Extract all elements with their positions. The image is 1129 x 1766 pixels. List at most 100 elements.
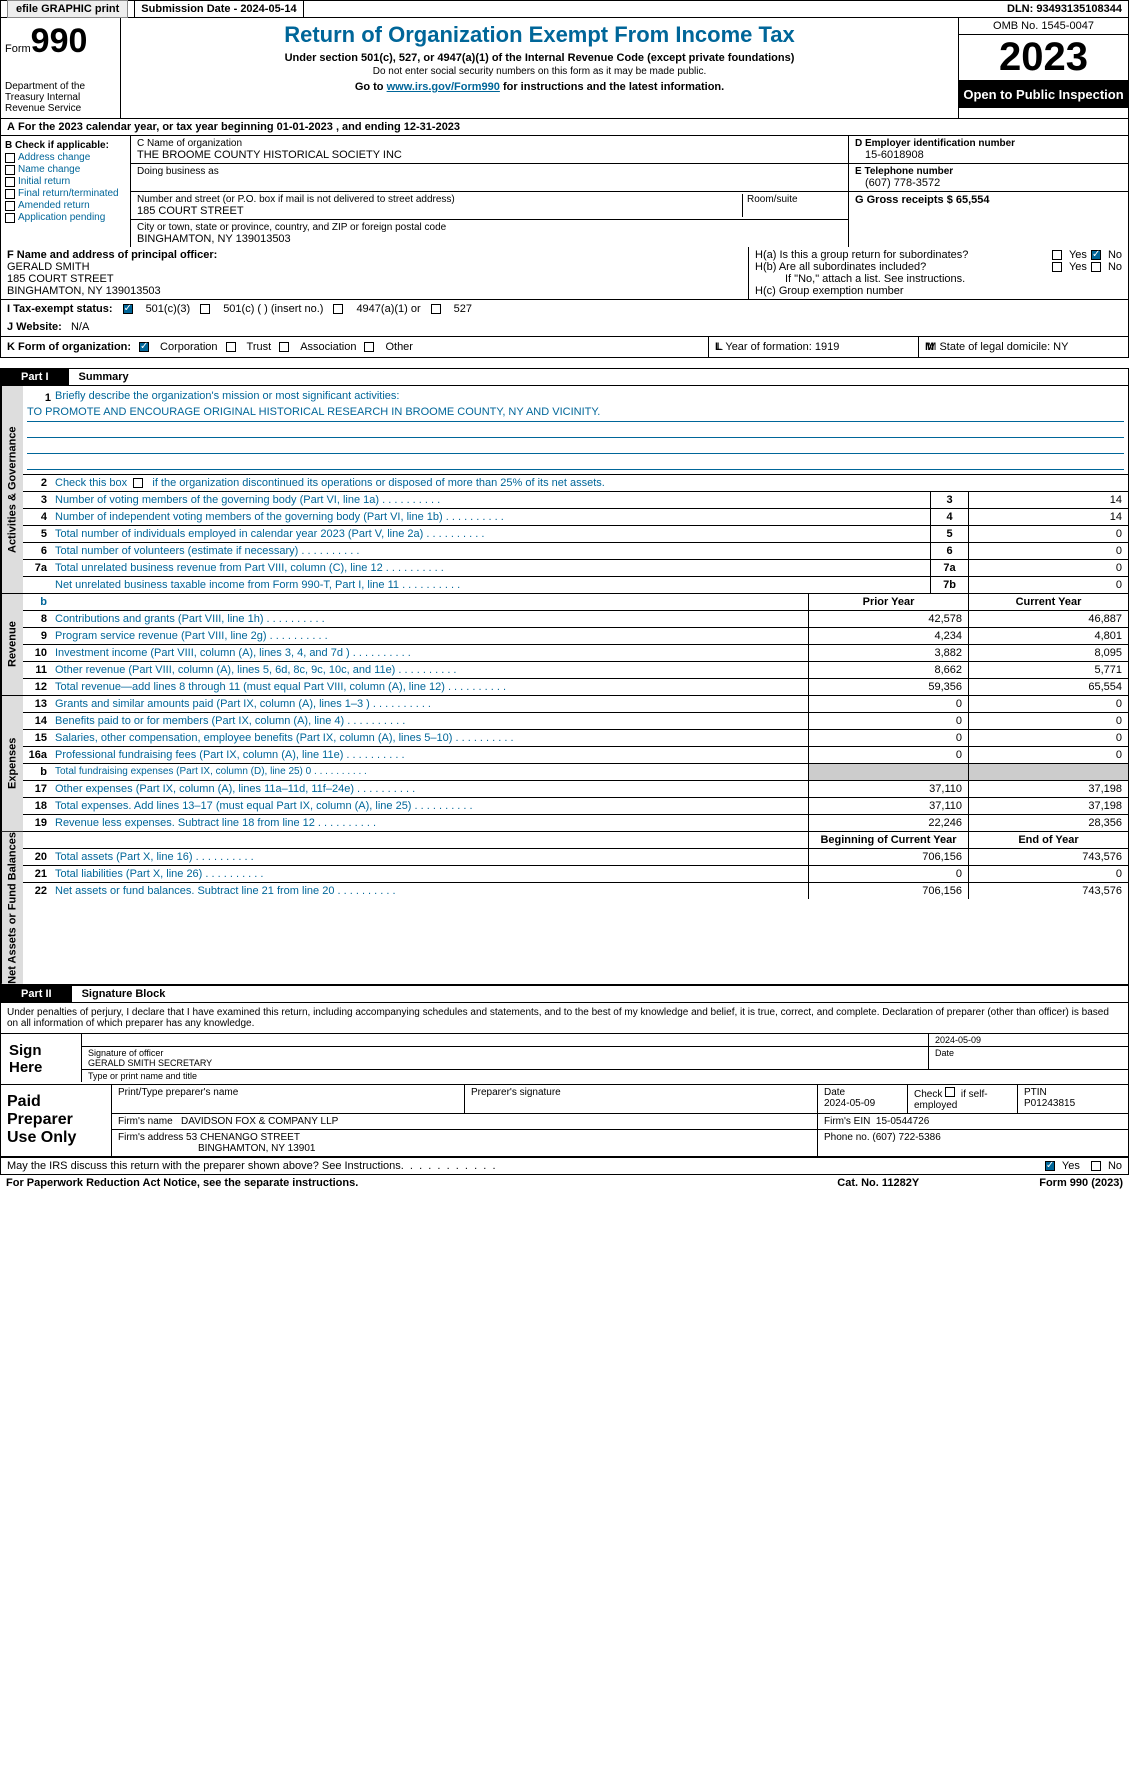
part1-title: Summary bbox=[69, 369, 139, 385]
self-emp-check[interactable] bbox=[945, 1087, 955, 1097]
discuss-no[interactable] bbox=[1091, 1161, 1101, 1171]
note: Do not enter social security numbers on … bbox=[125, 66, 954, 77]
firm-addr2: BINGHAMTON, NY 13901 bbox=[118, 1143, 315, 1154]
box-deg: D Employer identification number 15-6018… bbox=[848, 136, 1128, 247]
box-b-option[interactable]: Address change bbox=[5, 152, 126, 163]
part2-title: Signature Block bbox=[72, 986, 176, 1002]
current-value: 743,576 bbox=[968, 883, 1128, 899]
part2-header: Part II Signature Block bbox=[0, 985, 1129, 1003]
form-ref: Form 990 (2023) bbox=[1039, 1177, 1123, 1189]
summary-section: Net Assets or Fund BalancesBeginning of … bbox=[0, 832, 1129, 985]
prior-value: 706,156 bbox=[808, 849, 968, 865]
sign-date-label: Date bbox=[928, 1047, 1128, 1069]
box-b-option[interactable]: Initial return bbox=[5, 176, 126, 187]
preparer-block: Paid Preparer Use Only Print/Type prepar… bbox=[0, 1085, 1129, 1157]
box-b-option[interactable]: Name change bbox=[5, 164, 126, 175]
prior-value: 4,234 bbox=[808, 628, 968, 644]
dln: DLN: 93493135108344 bbox=[1001, 1, 1128, 17]
signature-declaration: Under penalties of perjury, I declare th… bbox=[0, 1003, 1129, 1034]
prep-sig-hdr: Preparer's signature bbox=[465, 1085, 818, 1113]
tax-year: 2023 bbox=[959, 35, 1128, 81]
col-prior-hdr: Beginning of Current Year bbox=[808, 832, 968, 848]
ha-label: H(a) Is this a group return for subordin… bbox=[755, 249, 968, 261]
firm-ein: 15-0544726 bbox=[876, 1116, 929, 1127]
summary-value: 0 bbox=[968, 526, 1128, 542]
form-header: Form990 Department of the Treasury Inter… bbox=[0, 18, 1129, 119]
ha-yes[interactable] bbox=[1052, 250, 1062, 260]
part1-header: Part I Summary bbox=[0, 368, 1129, 386]
summary-section: Activities & Governance1Briefly describe… bbox=[0, 386, 1129, 594]
i-4947[interactable] bbox=[333, 304, 343, 314]
subtitle: Under section 501(c), 527, or 4947(a)(1)… bbox=[125, 52, 954, 64]
firm-name: DAVIDSON FOX & COMPANY LLP bbox=[181, 1116, 338, 1127]
box-c: C Name of organization THE BROOME COUNTY… bbox=[131, 136, 848, 247]
officer-label: F Name and address of principal officer: bbox=[7, 249, 742, 261]
footer: For Paperwork Reduction Act Notice, see … bbox=[0, 1175, 1129, 1191]
col-curr-hdr: Current Year bbox=[968, 594, 1128, 610]
section-side-label: Expenses bbox=[1, 696, 23, 831]
goto-line: Go to www.irs.gov/Form990 for instructio… bbox=[125, 81, 954, 93]
room-label: Room/suite bbox=[747, 194, 842, 205]
i-501c3[interactable] bbox=[123, 304, 133, 314]
box-b-option[interactable]: Application pending bbox=[5, 212, 126, 223]
form-label: Form bbox=[5, 43, 31, 55]
preparer-label: Paid Preparer Use Only bbox=[1, 1085, 111, 1156]
print-button[interactable]: efile GRAPHIC print bbox=[7, 0, 128, 18]
irs-link[interactable]: www.irs.gov/Form990 bbox=[387, 81, 500, 93]
prior-value: 0 bbox=[808, 866, 968, 882]
form-number-cell: Form990 Department of the Treasury Inter… bbox=[1, 18, 121, 118]
officer-name: GERALD SMITH bbox=[7, 261, 742, 273]
org-name-label: C Name of organization bbox=[137, 138, 842, 149]
officer-sig-name: GERALD SMITH SECRETARY bbox=[88, 1058, 212, 1068]
prep-self-emp: Check if self-employed bbox=[908, 1085, 1018, 1113]
i-501c[interactable] bbox=[200, 304, 210, 314]
efile-print: efile GRAPHIC print bbox=[1, 1, 135, 17]
year-cell: OMB No. 1545-0047 2023 Open to Public In… bbox=[958, 18, 1128, 118]
current-value: 65,554 bbox=[968, 679, 1128, 695]
box-b-label: B Check if applicable: bbox=[5, 140, 126, 151]
irs-discuss-row: May the IRS discuss this return with the… bbox=[0, 1157, 1129, 1175]
box-b: B Check if applicable: Address changeNam… bbox=[1, 136, 131, 247]
current-value: 0 bbox=[968, 713, 1128, 729]
summary-section: Expenses13Grants and similar amounts pai… bbox=[0, 696, 1129, 832]
submission-date: Submission Date - 2024-05-14 bbox=[135, 1, 303, 17]
box-b-option[interactable]: Final return/terminated bbox=[5, 188, 126, 199]
hb-yes[interactable] bbox=[1052, 262, 1062, 272]
discuss-yes[interactable] bbox=[1045, 1161, 1055, 1171]
prep-name-hdr: Print/Type preparer's name bbox=[112, 1085, 465, 1113]
prior-value: 706,156 bbox=[808, 883, 968, 899]
sign-date: 2024-05-09 bbox=[928, 1034, 1128, 1046]
current-value: 0 bbox=[968, 730, 1128, 746]
prior-value: 42,578 bbox=[808, 611, 968, 627]
ein: 15-6018908 bbox=[855, 149, 1122, 161]
current-value: 5,771 bbox=[968, 662, 1128, 678]
col-prior-hdr: Prior Year bbox=[808, 594, 968, 610]
ha-no[interactable] bbox=[1091, 250, 1101, 260]
k-assoc[interactable] bbox=[279, 342, 289, 352]
line2-check[interactable] bbox=[133, 478, 143, 488]
prior-value: 37,110 bbox=[808, 798, 968, 814]
irs-discuss-q: May the IRS discuss this return with the… bbox=[7, 1160, 496, 1172]
addr: 185 COURT STREET bbox=[137, 205, 742, 217]
addr-label: Number and street (or P.O. box if mail i… bbox=[137, 194, 742, 205]
main-title: Return of Organization Exempt From Incom… bbox=[125, 22, 954, 48]
k-corp[interactable] bbox=[139, 342, 149, 352]
row-i: I Tax-exempt status: 501(c)(3) 501(c) ( … bbox=[0, 300, 1129, 318]
firm-phone: (607) 722-5386 bbox=[872, 1132, 940, 1143]
i-527[interactable] bbox=[431, 304, 441, 314]
prior-value: 8,662 bbox=[808, 662, 968, 678]
current-value: 37,198 bbox=[968, 781, 1128, 797]
k-other[interactable] bbox=[364, 342, 374, 352]
type-print-label: Type or print name and title bbox=[82, 1070, 203, 1082]
ptin: P01243815 bbox=[1024, 1098, 1075, 1109]
current-value: 0 bbox=[968, 747, 1128, 763]
hc-label: H(c) Group exemption number bbox=[755, 285, 1122, 297]
current-value: 8,095 bbox=[968, 645, 1128, 661]
box-k: K Form of organization: Corporation Trus… bbox=[1, 337, 708, 357]
form-number: 990 bbox=[31, 22, 88, 60]
box-b-option[interactable]: Amended return bbox=[5, 200, 126, 211]
box-l: L L Year of formation: 1919 bbox=[708, 337, 918, 357]
row-klm: K Form of organization: Corporation Trus… bbox=[0, 337, 1129, 358]
hb-no[interactable] bbox=[1091, 262, 1101, 272]
k-trust[interactable] bbox=[226, 342, 236, 352]
